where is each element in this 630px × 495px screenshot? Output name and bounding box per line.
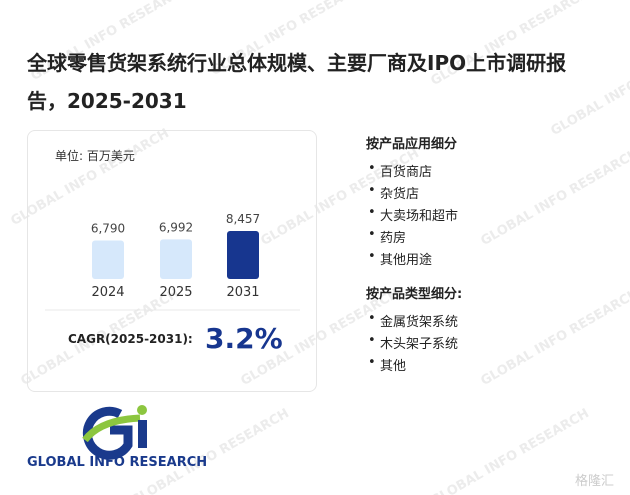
- logo-mark: [82, 405, 147, 460]
- segment-item: 其他用途: [380, 253, 433, 268]
- cagr-label: CAGR(2025-2031):: [68, 332, 193, 346]
- segment-title: 按产品应用细分: [366, 137, 458, 152]
- segment-item: 木头架子系统: [380, 337, 459, 352]
- x-tick-label: 2031: [226, 285, 259, 300]
- logo-text: GLOBAL INFO RESEARCH: [27, 455, 208, 470]
- value-label: 6,790: [91, 221, 125, 235]
- x-tick-label: 2024: [91, 285, 124, 300]
- bullet: •: [368, 161, 376, 176]
- bullet: •: [368, 311, 376, 326]
- bullet: •: [368, 249, 376, 264]
- bar: [160, 239, 192, 279]
- bullet: •: [368, 333, 376, 348]
- bullet: •: [368, 227, 376, 242]
- segment-item: 百货商店: [380, 165, 433, 180]
- bullet: •: [368, 183, 376, 198]
- segment-item: 药房: [380, 231, 407, 246]
- segment-title: 按产品类型细分:: [366, 287, 463, 302]
- segment-item: 其他: [380, 359, 407, 374]
- segment-item: 金属货架系统: [380, 315, 459, 330]
- bar: [92, 240, 124, 279]
- x-tick-label: 2025: [159, 285, 192, 300]
- bullet: •: [368, 355, 376, 370]
- value-label: 6,992: [159, 220, 193, 234]
- bar: [227, 231, 259, 279]
- cagr-value: 3.2%: [205, 322, 283, 355]
- value-label: 8,457: [226, 212, 260, 226]
- chart-card: [27, 130, 317, 392]
- bullet: •: [368, 205, 376, 220]
- unit-label: 单位: 百万美元: [55, 149, 135, 163]
- segment-item: 杂货店: [380, 187, 420, 202]
- watermark-source: 格隆汇: [575, 474, 615, 489]
- segment-item: 大卖场和超市: [380, 209, 459, 224]
- report-title: 全球零售货架系统行业总体规模、主要厂商及IPO上市调研报告，2025-2031: [27, 51, 567, 113]
